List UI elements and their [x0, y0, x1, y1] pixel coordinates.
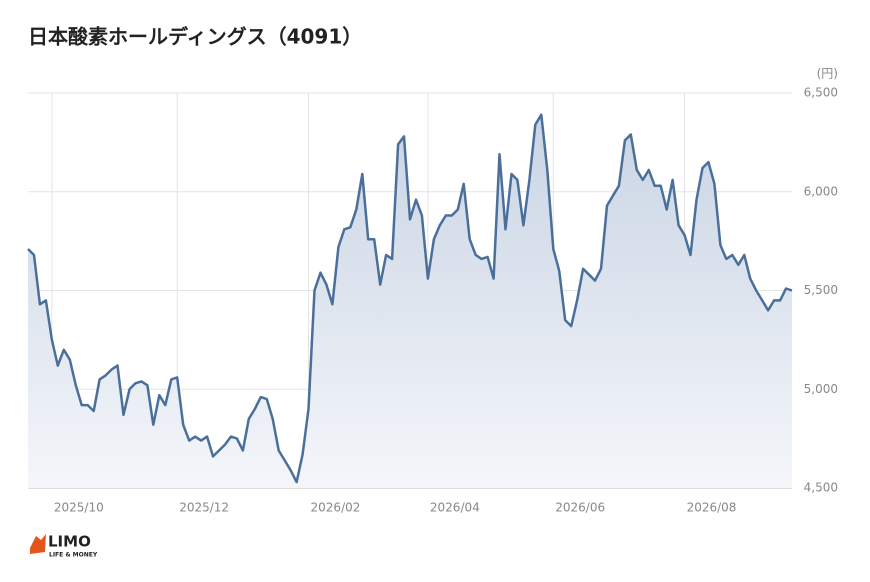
y-tick-label: 4,500	[804, 481, 838, 495]
y-tick-label: 5,500	[804, 283, 838, 297]
plot: 4,500 5,000 5,500 6,000 6,500 2025/10 2025/12 2…	[27, 86, 838, 515]
x-tick-label: 2025/12	[179, 501, 229, 515]
x-tick-label: 2026/06	[555, 501, 605, 515]
y-tick-label: 6,500	[804, 86, 838, 100]
logo-icon	[30, 534, 46, 554]
x-tick-label: 2026/04	[430, 501, 480, 515]
price-line	[27, 113, 793, 484]
logo-tagline: LIFE & MONEY	[49, 552, 98, 559]
y-tick-label: 6,000	[804, 184, 838, 198]
x-tick-label: 2026/02	[311, 501, 361, 515]
y-axis-label: (円)	[817, 67, 838, 81]
x-tick-label: 2026/08	[687, 501, 737, 515]
chart-title: 日本酸素ホールディングス（4091）	[28, 25, 362, 49]
x-tick-label: 2025/10	[54, 501, 104, 515]
y-tick-label: 5,000	[804, 382, 838, 396]
logo-text: LIMO	[48, 533, 91, 551]
area	[28, 114, 792, 488]
